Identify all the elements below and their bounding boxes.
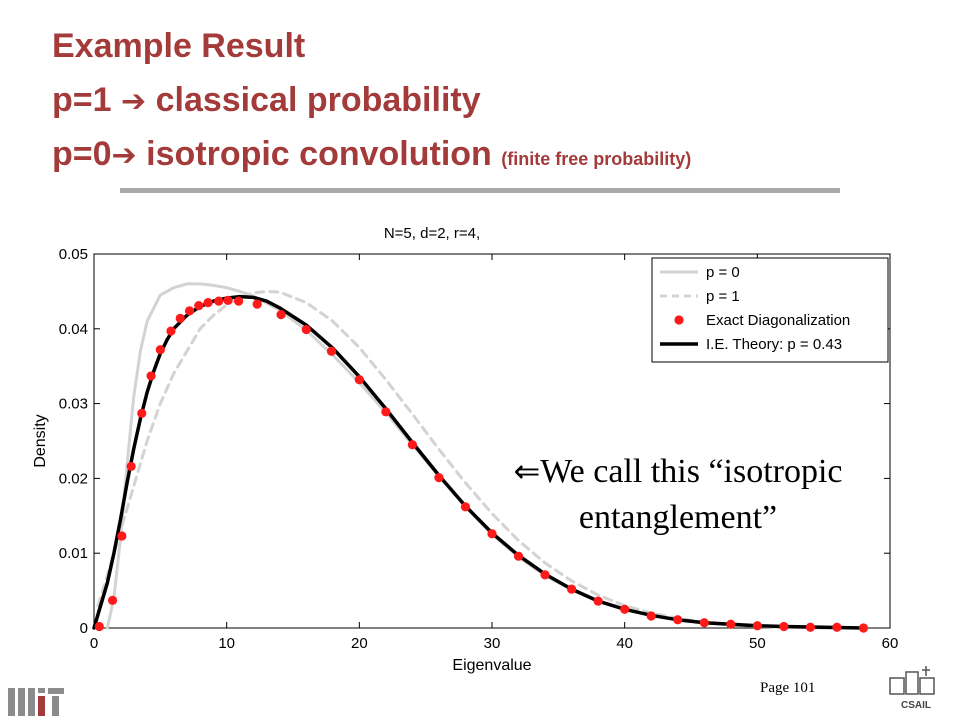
data-point-exact-diagonalization [137, 408, 147, 418]
x-axis-label: Eigenvalue [452, 657, 531, 674]
annotation-line-1: ⇐We call this “isotropic [468, 448, 888, 495]
data-point-exact-diagonalization [646, 611, 656, 621]
density-chart: N=5, d=2, r=4, Eigenvalue Density 0 10 20 3… [32, 225, 899, 674]
x-tick-label: 30 [484, 635, 501, 652]
y-tick-label: 0.05 [59, 246, 88, 263]
y-tick-label: 0 [80, 620, 88, 637]
slide-title-text: Example Result [52, 27, 306, 65]
y-tick-label: 0.04 [59, 321, 88, 338]
slide-title-line-1: Example Result [52, 26, 305, 66]
legend-marker [674, 315, 684, 325]
data-point-exact-diagonalization [407, 440, 417, 450]
right-arrow-icon: ➔ [111, 138, 137, 173]
title-line-3-prefix: p=0 [52, 135, 112, 173]
y-axis-ticks: 0 0.01 0.02 0.03 0.04 0.05 [59, 246, 890, 637]
legend-label: I.E. Theory: p = 0.43 [706, 336, 842, 353]
data-point-exact-diagonalization [805, 622, 816, 632]
data-point-exact-diagonalization [779, 621, 789, 632]
data-point-exact-diagonalization [301, 324, 311, 335]
x-tick-label: 10 [218, 635, 235, 652]
slide-title-line-2: p=1 ➔ classical probability [52, 80, 481, 122]
slide-title-line-3: p=0➔ isotropic convolution (finite free … [52, 134, 691, 179]
title-divider [120, 188, 840, 193]
data-point-exact-diagonalization [184, 306, 195, 316]
data-point-exact-diagonalization [126, 461, 136, 472]
x-tick-label: 60 [882, 635, 899, 652]
data-point-exact-diagonalization [593, 596, 603, 606]
data-point-exact-diagonalization [214, 296, 224, 306]
legend: p = 0 p = 1 Exact Diagonalization I.E. Theo… [651, 257, 889, 363]
legend-label: Exact Diagonalization [706, 312, 850, 329]
data-point-exact-diagonalization [354, 375, 364, 385]
data-point-exact-diagonalization [381, 407, 391, 417]
csail-label: CSAIL [901, 700, 931, 711]
data-point-exact-diagonalization [166, 326, 176, 336]
data-point-exact-diagonalization [326, 346, 337, 356]
title-line-2-text: classical probability [155, 81, 481, 119]
x-axis-ticks: 0 10 20 30 40 50 60 [90, 254, 899, 652]
data-point-exact-diagonalization [223, 295, 233, 305]
mit-logo-icon [8, 688, 64, 716]
data-point-exact-diagonalization [234, 296, 244, 306]
y-tick-label: 0.02 [59, 470, 88, 487]
data-point-exact-diagonalization [434, 473, 444, 483]
x-tick-label: 40 [616, 635, 633, 652]
data-point-exact-diagonalization [460, 502, 471, 512]
series-layer [92, 282, 869, 633]
data-point-exact-diagonalization [276, 309, 286, 320]
left-arrow-icon: ⇐ [513, 452, 541, 490]
legend-label: p = 1 [706, 288, 740, 305]
annotation: ⇐We call this “isotropic entanglement” [468, 448, 888, 541]
legend-label: p = 0 [706, 264, 740, 281]
csail-logo-icon: CSAIL [889, 666, 935, 711]
right-arrow-icon: ➔ [121, 84, 147, 119]
y-tick-label: 0.01 [59, 545, 88, 562]
data-point-exact-diagonalization [252, 299, 262, 309]
data-point-exact-diagonalization [107, 595, 118, 605]
x-tick-label: 0 [90, 635, 98, 652]
data-point-exact-diagonalization [513, 551, 524, 561]
title-line-3-text: isotropic convolution [146, 135, 492, 173]
data-point-exact-diagonalization [194, 301, 204, 311]
data-point-exact-diagonalization [155, 345, 165, 355]
page-number: Page 101 [760, 680, 816, 696]
data-point-exact-diagonalization [117, 531, 127, 541]
y-tick-label: 0.03 [59, 396, 88, 413]
data-point-exact-diagonalization [203, 298, 213, 308]
data-point-exact-diagonalization [726, 619, 736, 629]
x-tick-label: 50 [749, 635, 766, 652]
data-point-exact-diagonalization [567, 584, 577, 594]
data-point-exact-diagonalization [487, 529, 497, 539]
y-axis-label: Density [32, 414, 49, 467]
title-line-2-prefix: p=1 [52, 81, 112, 119]
chart-title: N=5, d=2, r=4, [384, 225, 480, 242]
data-point-exact-diagonalization [699, 618, 709, 628]
data-point-exact-diagonalization [832, 622, 842, 632]
annotation-line-2: entanglement” [578, 499, 778, 536]
annotation-text-1: We call this “isotropic [540, 453, 843, 490]
data-point-exact-diagonalization [175, 313, 185, 323]
data-point-exact-diagonalization [94, 621, 104, 632]
data-point-exact-diagonalization [146, 371, 156, 381]
title-line-3-note: (finite free probability) [501, 149, 692, 169]
series-line-p-1 [96, 289, 865, 630]
x-tick-label: 20 [351, 635, 368, 652]
data-point-exact-diagonalization [858, 623, 869, 633]
data-point-exact-diagonalization [540, 570, 550, 580]
data-point-exact-diagonalization [620, 604, 630, 614]
data-point-exact-diagonalization [752, 621, 762, 631]
data-point-exact-diagonalization [673, 615, 683, 625]
